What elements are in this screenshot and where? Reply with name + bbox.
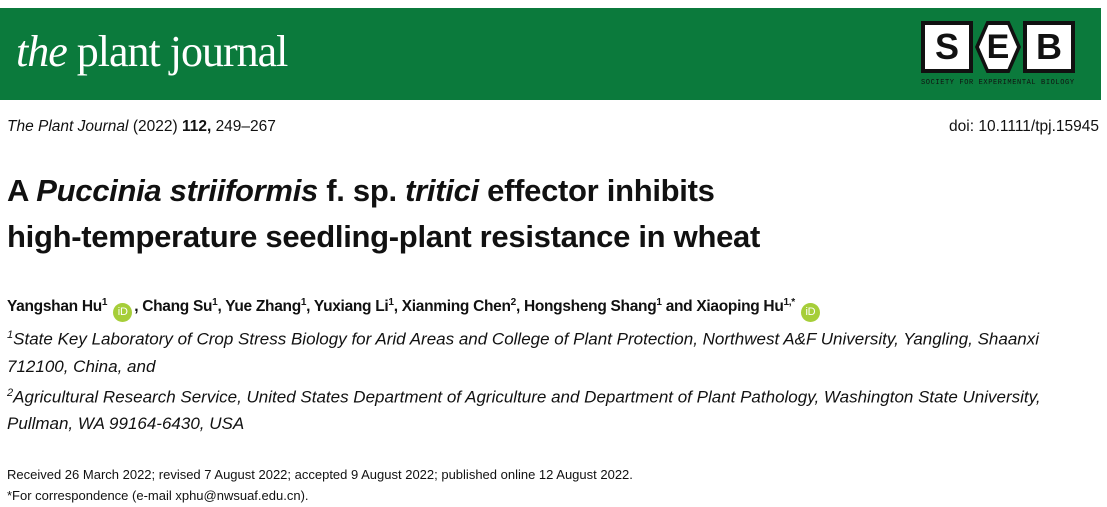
received-dates: Received 26 March 2022; revised 7 August… xyxy=(7,467,633,482)
article-title: A Puccinia striiformis f. sp. tritici ef… xyxy=(7,168,760,260)
author-name[interactable]: Yue Zhang xyxy=(225,298,301,316)
journal-name: plant journal xyxy=(76,27,289,76)
author-affiliation-sup: 1 xyxy=(656,297,662,308)
affiliation-number: 1 xyxy=(7,329,14,341)
seb-logo: S E B SOCIETY FOR EXPERIMENTAL BIOLOGY xyxy=(921,21,1089,93)
author-name[interactable]: Chang Su xyxy=(142,298,213,316)
affiliation-text: Agricultural Research Service, United St… xyxy=(7,387,1041,434)
journal-logo: the plant journal xyxy=(16,26,289,77)
article-history: Received 26 March 2022; revised 7 August… xyxy=(7,464,633,506)
title-part: f. sp. xyxy=(317,173,406,208)
author-name[interactable]: Xianming Chen xyxy=(401,298,511,316)
citation: The Plant Journal (2022) 112, 249–267 xyxy=(7,118,276,136)
author-affiliation-sup: 1 xyxy=(300,297,307,308)
title-part: high-temperature seedling-plant resistan… xyxy=(7,219,760,254)
author-affiliation-sup: 1,* xyxy=(783,297,796,308)
seb-letter: B xyxy=(1023,21,1075,73)
title-part: A xyxy=(7,173,37,208)
seb-letter: S xyxy=(921,21,973,73)
author-name[interactable]: Xiaoping Hu xyxy=(696,298,784,316)
citation-volume: 112, xyxy=(181,118,212,135)
author-list: Yangshan Hu1 iD, Chang Su1, Yue Zhang1, … xyxy=(7,297,822,323)
seb-letter: E xyxy=(979,25,1017,69)
title-part: Puccinia striiformis xyxy=(36,173,318,208)
author-affiliation-sup: 1 xyxy=(212,297,218,308)
author-and: and xyxy=(665,298,693,316)
author-affiliation-sup: 1 xyxy=(101,297,108,308)
citation-pages: 249–267 xyxy=(215,118,276,135)
author-name[interactable]: Hongsheng Shang xyxy=(523,298,657,316)
author-name[interactable]: Yuxiang Li xyxy=(313,298,389,316)
affiliation-number: 2 xyxy=(7,386,14,399)
affiliation: 1State Key Laboratory of Crop Stress Bio… xyxy=(7,322,1097,380)
orcid-icon[interactable]: iD xyxy=(113,303,133,323)
seb-tagline: SOCIETY FOR EXPERIMENTAL BIOLOGY xyxy=(921,79,1075,87)
affiliations: 1State Key Laboratory of Crop Stress Bio… xyxy=(7,322,1097,437)
doi[interactable]: doi: 10.1111/tpj.15945 xyxy=(949,118,1099,135)
citation-year: (2022) xyxy=(132,118,178,135)
orcid-icon[interactable]: iD xyxy=(800,303,820,323)
title-part: effector inhibits xyxy=(478,173,715,208)
correspondence[interactable]: *For correspondence (e-mail xphu@nwsuaf.… xyxy=(7,488,309,503)
author-affiliation-sup: 2 xyxy=(510,297,517,308)
author-affiliation-sup: 1 xyxy=(388,297,394,308)
journal-banner: the plant journal S E B SOCIETY FOR EXPE… xyxy=(0,8,1101,100)
citation-journal: The Plant Journal xyxy=(7,118,129,135)
author-name[interactable]: Yangshan Hu xyxy=(7,298,102,316)
title-part: tritici xyxy=(405,173,479,208)
journal-prefix: the xyxy=(16,27,68,76)
affiliation: 2Agricultural Research Service, United S… xyxy=(7,380,1097,438)
affiliation-text: State Key Laboratory of Crop Stress Biol… xyxy=(7,329,1040,376)
